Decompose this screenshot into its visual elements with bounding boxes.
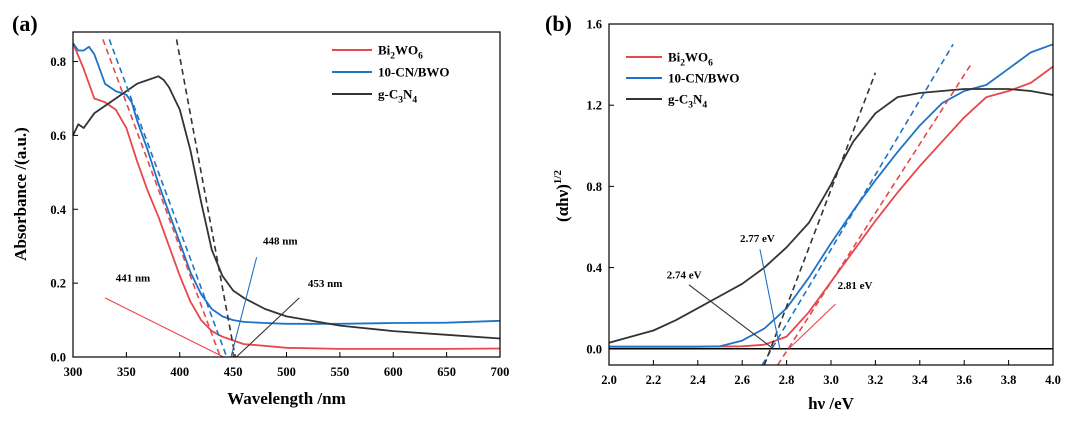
panel-b-y-tick-label: 0.8 <box>586 180 602 194</box>
panel-b-label: (b) <box>545 11 572 36</box>
panel-a-legend-label: Bi2WO6 <box>378 43 423 62</box>
panel-a-label: (a) <box>12 11 38 36</box>
panel-b-y-tick-label: 1.6 <box>586 18 602 32</box>
panel-a-x-tick-label: 300 <box>64 365 83 379</box>
panel-a-x-tick-label: 600 <box>384 365 403 379</box>
panel-b-annotation-pointer <box>688 284 774 350</box>
panel-b-annotation-label: 2.77 eV <box>740 233 775 245</box>
panel-a-tangent-10-cn-bwo <box>108 39 228 358</box>
panel-a-x-tick-label: 550 <box>331 365 350 379</box>
panel-a-x-axis-title: Wavelength /nm <box>227 389 346 408</box>
panel-a-y-tick-label: 0.6 <box>50 129 66 143</box>
panel-a-x-tick-label: 350 <box>117 365 136 379</box>
panel-a: (a) 300 350 400 450 500 550 600 650 700 0.0 0.2 0.4… <box>11 11 509 408</box>
panel-b-x-tick-label: 2.6 <box>734 373 750 387</box>
panel-a-annotation-pointer <box>230 257 258 358</box>
panel-b-x-tick-label: 2.4 <box>690 373 706 387</box>
panel-a-y-axis-title: Absorbance /(a.u.) <box>11 127 30 261</box>
panel-b-annotation-pointer <box>788 303 836 350</box>
panel-b-x-tick-label: 3.4 <box>912 373 928 387</box>
panel-a-x-tick-label: 500 <box>277 365 296 379</box>
panel-b-y-tick-label: 1.2 <box>586 99 602 113</box>
panel-b-series-g-c3n4 <box>608 88 1054 344</box>
panel-b: (b) 2.0 2.2 2.4 2.6 2.8 3.0 3.2 3.4 3.6 3.8 4.0 0.0… <box>545 11 1061 413</box>
panel-a-annotation-pointer <box>235 297 300 358</box>
panel-b-tangent-g-c3n4 <box>763 72 877 366</box>
panel-b-y-tick-label: 0.0 <box>586 342 602 356</box>
panel-a-x-tick-label: 700 <box>491 365 510 379</box>
panel-a-legend: Bi2WO6 10-CN/BWO g-C3N4 <box>332 43 450 106</box>
panel-b-annotation-label: 2.74 eV <box>667 270 702 282</box>
panel-a-annotation-label: 441 nm <box>116 272 151 284</box>
panel-b-x-tick-label: 3.0 <box>823 373 839 387</box>
panel-a-series-bi2wo6 <box>72 42 501 350</box>
panel-a-series-g-c3n4 <box>72 75 501 340</box>
panel-b-tangent-bi2wo6 <box>777 64 972 366</box>
panel-b-y-axis-title: (αhν)1/2 <box>552 170 572 222</box>
panel-a-tangent-g-c3n4 <box>175 39 237 358</box>
panel-b-frame <box>608 23 1054 366</box>
panel-a-x-tick-label: 650 <box>437 365 456 379</box>
panel-b-x-axis-title: hν /eV <box>808 394 855 413</box>
panel-a-y-tick-label: 0.8 <box>50 55 66 69</box>
panel-b-tangent-10-cn-bwo <box>761 43 954 366</box>
panel-b-legend-label: g-C3N4 <box>668 92 707 111</box>
panel-a-y-tick-label: 0.0 <box>50 351 66 365</box>
panel-a-legend-label: g-C3N4 <box>378 87 417 106</box>
panel-b-legend-label: 10-CN/BWO <box>668 71 740 86</box>
panel-b-series-bi2wo6 <box>609 65 1054 348</box>
panel-a-y-tick-label: 0.4 <box>50 203 66 217</box>
panel-a-frame <box>72 31 501 358</box>
panel-b-legend: Bi2WO6 10-CN/BWO g-C3N4 <box>626 50 740 111</box>
panel-a-annotation-label: 453 nm <box>308 278 343 290</box>
panel-a-y-tick-label: 0.2 <box>50 277 66 291</box>
panel-a-x-tick-label: 450 <box>224 365 243 379</box>
panel-a-tangent-bi2wo6 <box>102 39 222 358</box>
panel-b-annotation-label: 2.81 eV <box>838 280 873 292</box>
panel-b-annotation-pointer <box>759 249 781 349</box>
panel-b-series-10-cn-bwo <box>609 43 1054 348</box>
panel-b-legend-label: Bi2WO6 <box>668 50 713 69</box>
panel-b-x-tick-label: 3.6 <box>956 373 972 387</box>
panel-a-annotation-pointer <box>104 297 224 358</box>
panel-b-x-tick-label: 3.8 <box>1001 373 1017 387</box>
panel-b-x-tick-label: 2.0 <box>601 373 617 387</box>
panel-b-x-tick-label: 4.0 <box>1045 373 1061 387</box>
panel-a-marks: 300 350 400 450 500 550 600 650 700 0.0 0.2 0.4 0.6 0… <box>50 39 509 379</box>
panel-b-x-tick-label: 2.8 <box>779 373 795 387</box>
panel-a-annotation-label: 448 nm <box>263 235 298 247</box>
panel-a-series-10-cn-bwo <box>72 42 501 325</box>
panel-a-x-tick-label: 400 <box>170 365 189 379</box>
panel-a-legend-label: 10-CN/BWO <box>378 65 450 80</box>
panel-b-y-tick-label: 0.4 <box>586 261 602 275</box>
panel-b-x-tick-label: 3.2 <box>868 373 884 387</box>
panel-b-marks: 2.0 2.2 2.4 2.6 2.8 3.0 3.2 3.4 3.6 3.8 4.0 0.0 0.4 0… <box>586 18 1060 388</box>
panel-b-x-tick-label: 2.2 <box>646 373 662 387</box>
